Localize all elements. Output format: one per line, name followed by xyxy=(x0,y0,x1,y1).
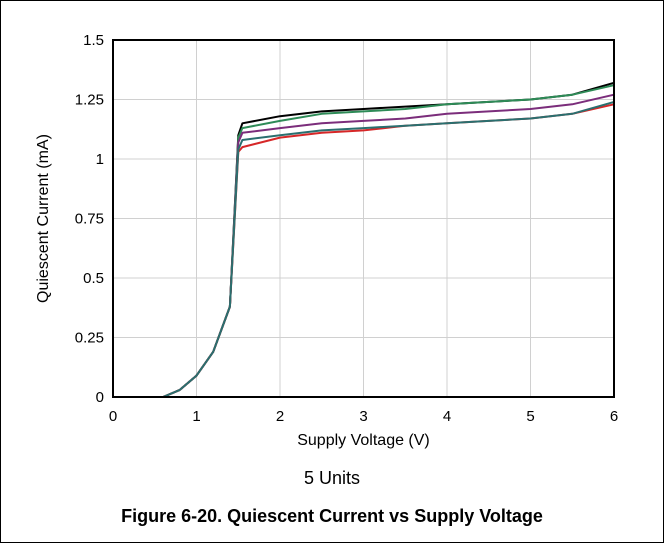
x-tick-label: 0 xyxy=(109,408,117,425)
x-tick-label: 3 xyxy=(359,408,367,425)
x-tick-label: 2 xyxy=(276,408,284,425)
axis-ticks: 0 1 2 3 4 5 6 0 0.25 0.5 0.75 1 1.25 1.5 xyxy=(75,32,618,425)
y-tick-label: 0.75 xyxy=(75,211,104,228)
plot-area-border xyxy=(112,39,615,398)
y-axis-label: Quiescent Current (mA) xyxy=(35,134,52,303)
x-tick-label: 5 xyxy=(526,408,534,425)
y-tick-label: 0.25 xyxy=(75,330,104,347)
series-line-2 xyxy=(129,84,615,398)
grid-lines xyxy=(112,39,615,398)
y-tick-label: 0 xyxy=(96,389,104,406)
y-tick-label: 1.5 xyxy=(83,32,104,49)
x-tick-label: 1 xyxy=(192,408,200,425)
x-axis-label: Supply Voltage (V) xyxy=(297,432,430,449)
y-tick-label: 0.5 xyxy=(83,270,104,287)
series-line-3 xyxy=(129,93,615,398)
figure-title: Figure 6-20. Quiescent Current vs Supply… xyxy=(121,506,543,526)
x-tick-label: 4 xyxy=(443,408,451,425)
chart-caption: 5 Units xyxy=(303,468,361,488)
line-chart: 0 1 2 3 4 5 6 0 0.25 0.5 0.75 1 1.25 1.5 Supply Volta… xyxy=(35,32,618,449)
y-tick-label: 1.25 xyxy=(75,92,104,109)
y-tick-label: 1 xyxy=(96,151,104,168)
data-series xyxy=(129,81,615,398)
series-line-5 xyxy=(129,100,615,398)
series-line-4 xyxy=(129,103,615,398)
x-tick-label: 6 xyxy=(610,408,618,425)
